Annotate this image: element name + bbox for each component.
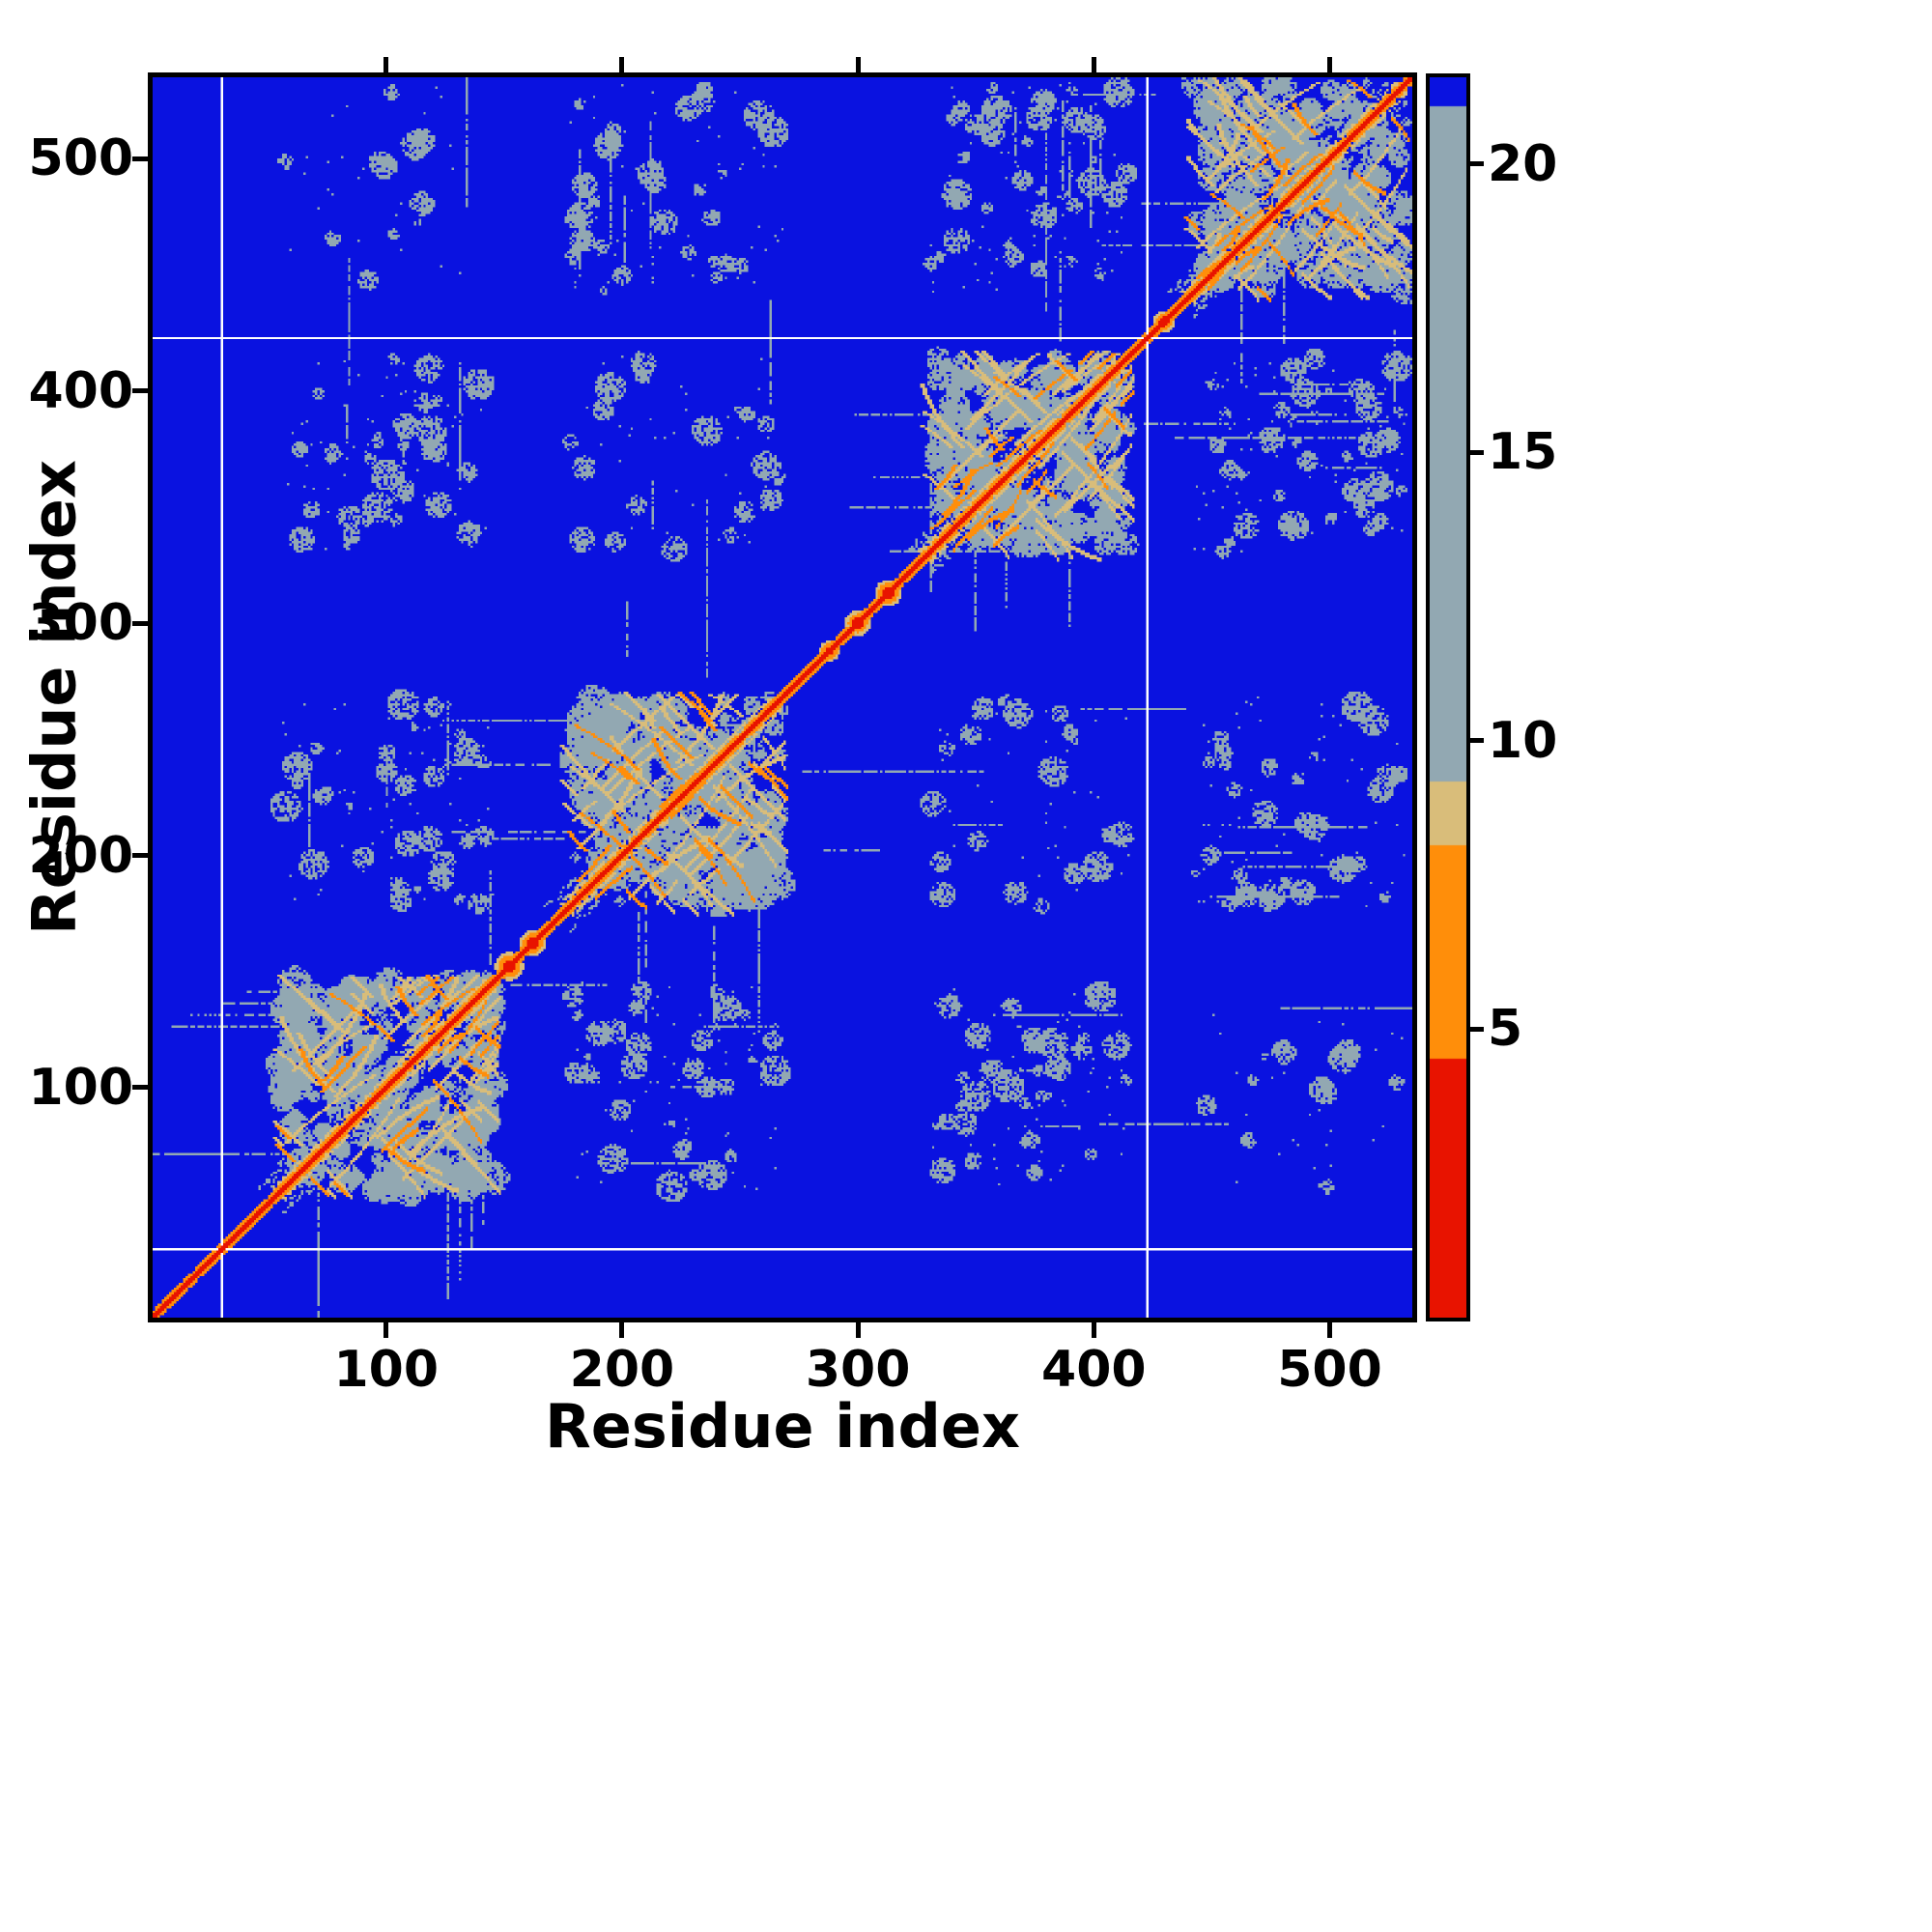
colorbar-tick-mark <box>1470 161 1484 167</box>
x-tick-mark-top <box>855 57 861 72</box>
x-tick-mark <box>1327 1322 1333 1338</box>
y-tick-mark <box>132 620 148 626</box>
colorbar-tick-mark <box>1470 449 1484 455</box>
colorbar <box>1426 73 1470 1321</box>
colorbar-tick-label: 15 <box>1488 423 1558 482</box>
x-tick-label: 100 <box>333 1341 440 1399</box>
x-tick-mark <box>384 1322 389 1338</box>
y-tick-label: 400 <box>28 361 133 420</box>
colorbar-tick-label: 20 <box>1488 134 1558 193</box>
x-tick-label: 400 <box>1041 1341 1147 1399</box>
y-tick-label: 300 <box>28 594 133 653</box>
y-tick-mark <box>132 853 148 858</box>
y-tick-label: 100 <box>28 1058 133 1117</box>
x-tick-mark-top <box>1327 57 1333 72</box>
colorbar-tick-mark <box>1470 1026 1484 1032</box>
x-tick-mark <box>619 1322 625 1338</box>
x-axis-label: Residue index <box>545 1391 1020 1462</box>
colorbar-tick-label: 10 <box>1488 711 1558 770</box>
colorbar-tick-label: 5 <box>1488 1000 1523 1059</box>
colorbar-gradient-canvas <box>1430 77 1466 1318</box>
x-tick-mark-top <box>1091 57 1096 72</box>
heatmap-canvas <box>153 77 1412 1318</box>
x-tick-mark-top <box>619 57 625 72</box>
x-tick-mark <box>855 1322 861 1338</box>
x-tick-label: 200 <box>569 1341 675 1399</box>
x-tick-mark-top <box>384 57 389 72</box>
x-tick-label: 500 <box>1277 1341 1382 1399</box>
y-tick-mark <box>132 1085 148 1091</box>
heatmap-plot-area <box>148 72 1417 1322</box>
y-tick-mark <box>132 388 148 394</box>
x-tick-mark <box>1091 1322 1096 1338</box>
y-tick-mark <box>132 156 148 161</box>
x-tick-label: 300 <box>805 1341 911 1399</box>
colorbar-tick-mark <box>1470 738 1484 744</box>
y-tick-label: 500 <box>28 129 133 188</box>
y-tick-label: 200 <box>28 826 133 885</box>
